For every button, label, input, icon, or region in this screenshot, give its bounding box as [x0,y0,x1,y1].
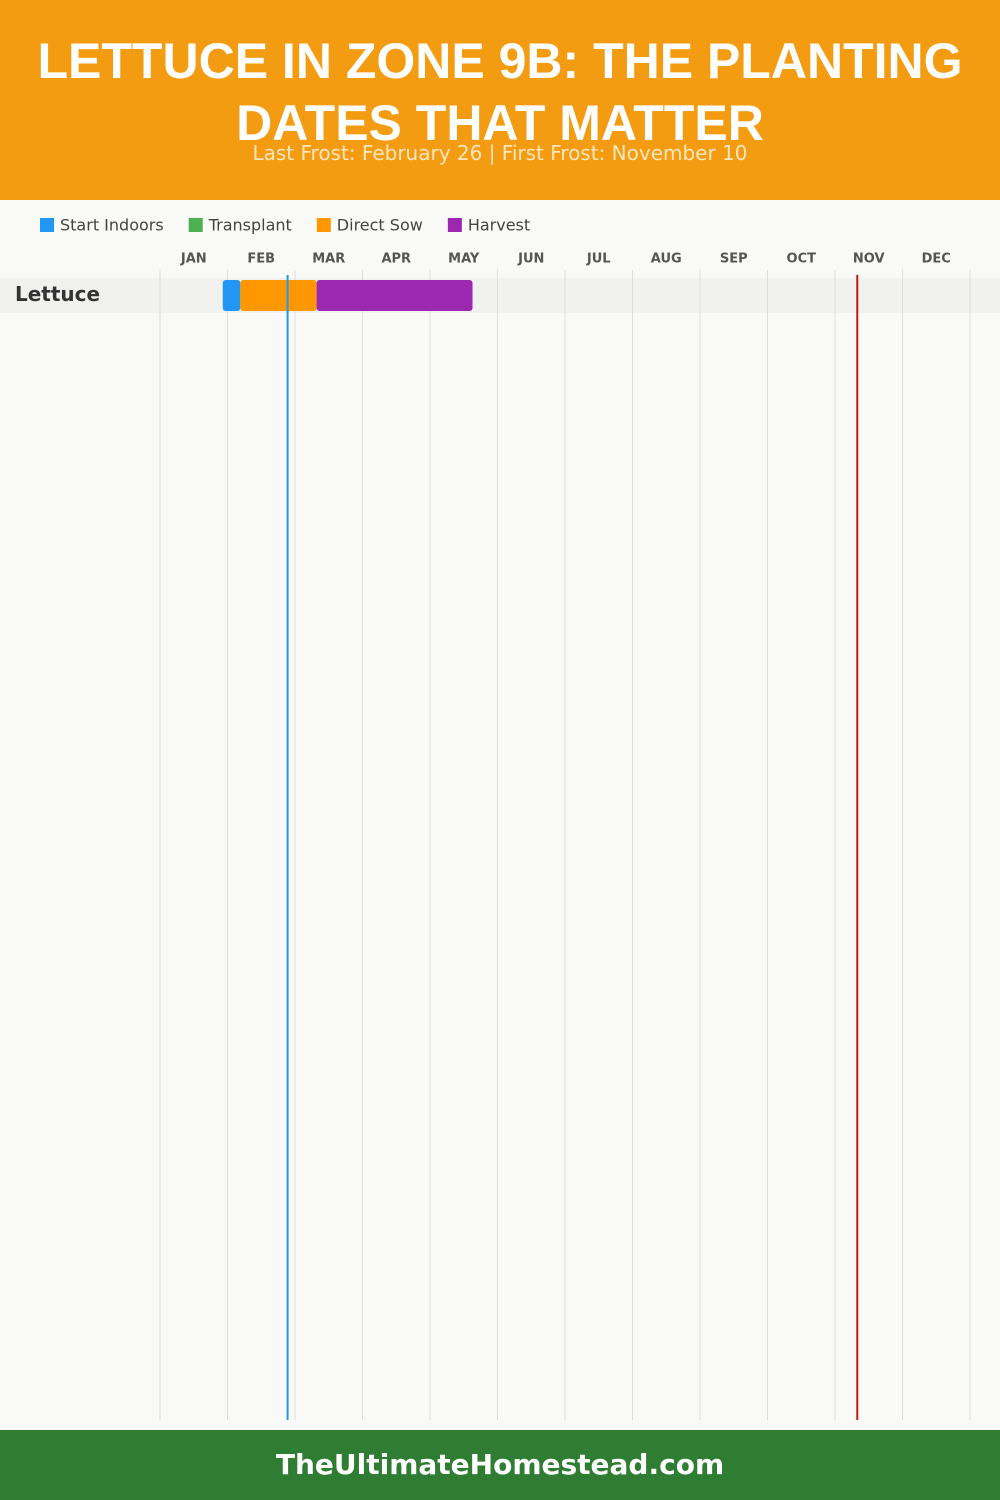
x-tick-label: JUL [586,252,611,267]
legend-swatch [188,218,203,232]
footer: TheUltimateHomestead.com [0,1430,1000,1500]
row-label: Lettuce [15,282,100,306]
chart-title: LETTUCE IN ZONE 9B: THE PLANTING DATES T… [37,33,963,151]
x-tick-label: OCT [787,252,817,267]
legend-label: Transplant [208,216,292,235]
bar [316,280,473,311]
x-tick-label: JUN [517,252,544,267]
chart-subtitle: Last Frost: February 26 | First Frost: N… [252,141,748,165]
chart: Start Indoors Transplant Direct Sow Harvest… [0,216,1000,1420]
legend-swatch [316,218,331,232]
x-tick-label: FEB [247,252,275,267]
legend-label: Start Indoors [60,216,164,235]
x-tick-label: DEC [922,252,951,267]
x-tick-label: JAN [180,252,207,267]
legend-swatch [447,218,462,232]
legend-label: Harvest [468,216,530,235]
x-tick-label: AUG [651,252,682,267]
x-tick-label: NOV [853,252,885,267]
bar [240,280,317,311]
x-tick-label: APR [381,252,411,267]
x-tick-label: MAY [448,252,480,267]
bar [222,280,241,311]
legend-swatch [40,218,54,232]
x-tick-label: SEP [720,252,748,267]
legend-label: Direct Sow [337,216,423,235]
row-band [0,278,1000,313]
x-tick-label: MAR [312,252,345,267]
header: LETTUCE IN ZONE 9B: THE PLANTING DATES T… [0,0,1000,200]
